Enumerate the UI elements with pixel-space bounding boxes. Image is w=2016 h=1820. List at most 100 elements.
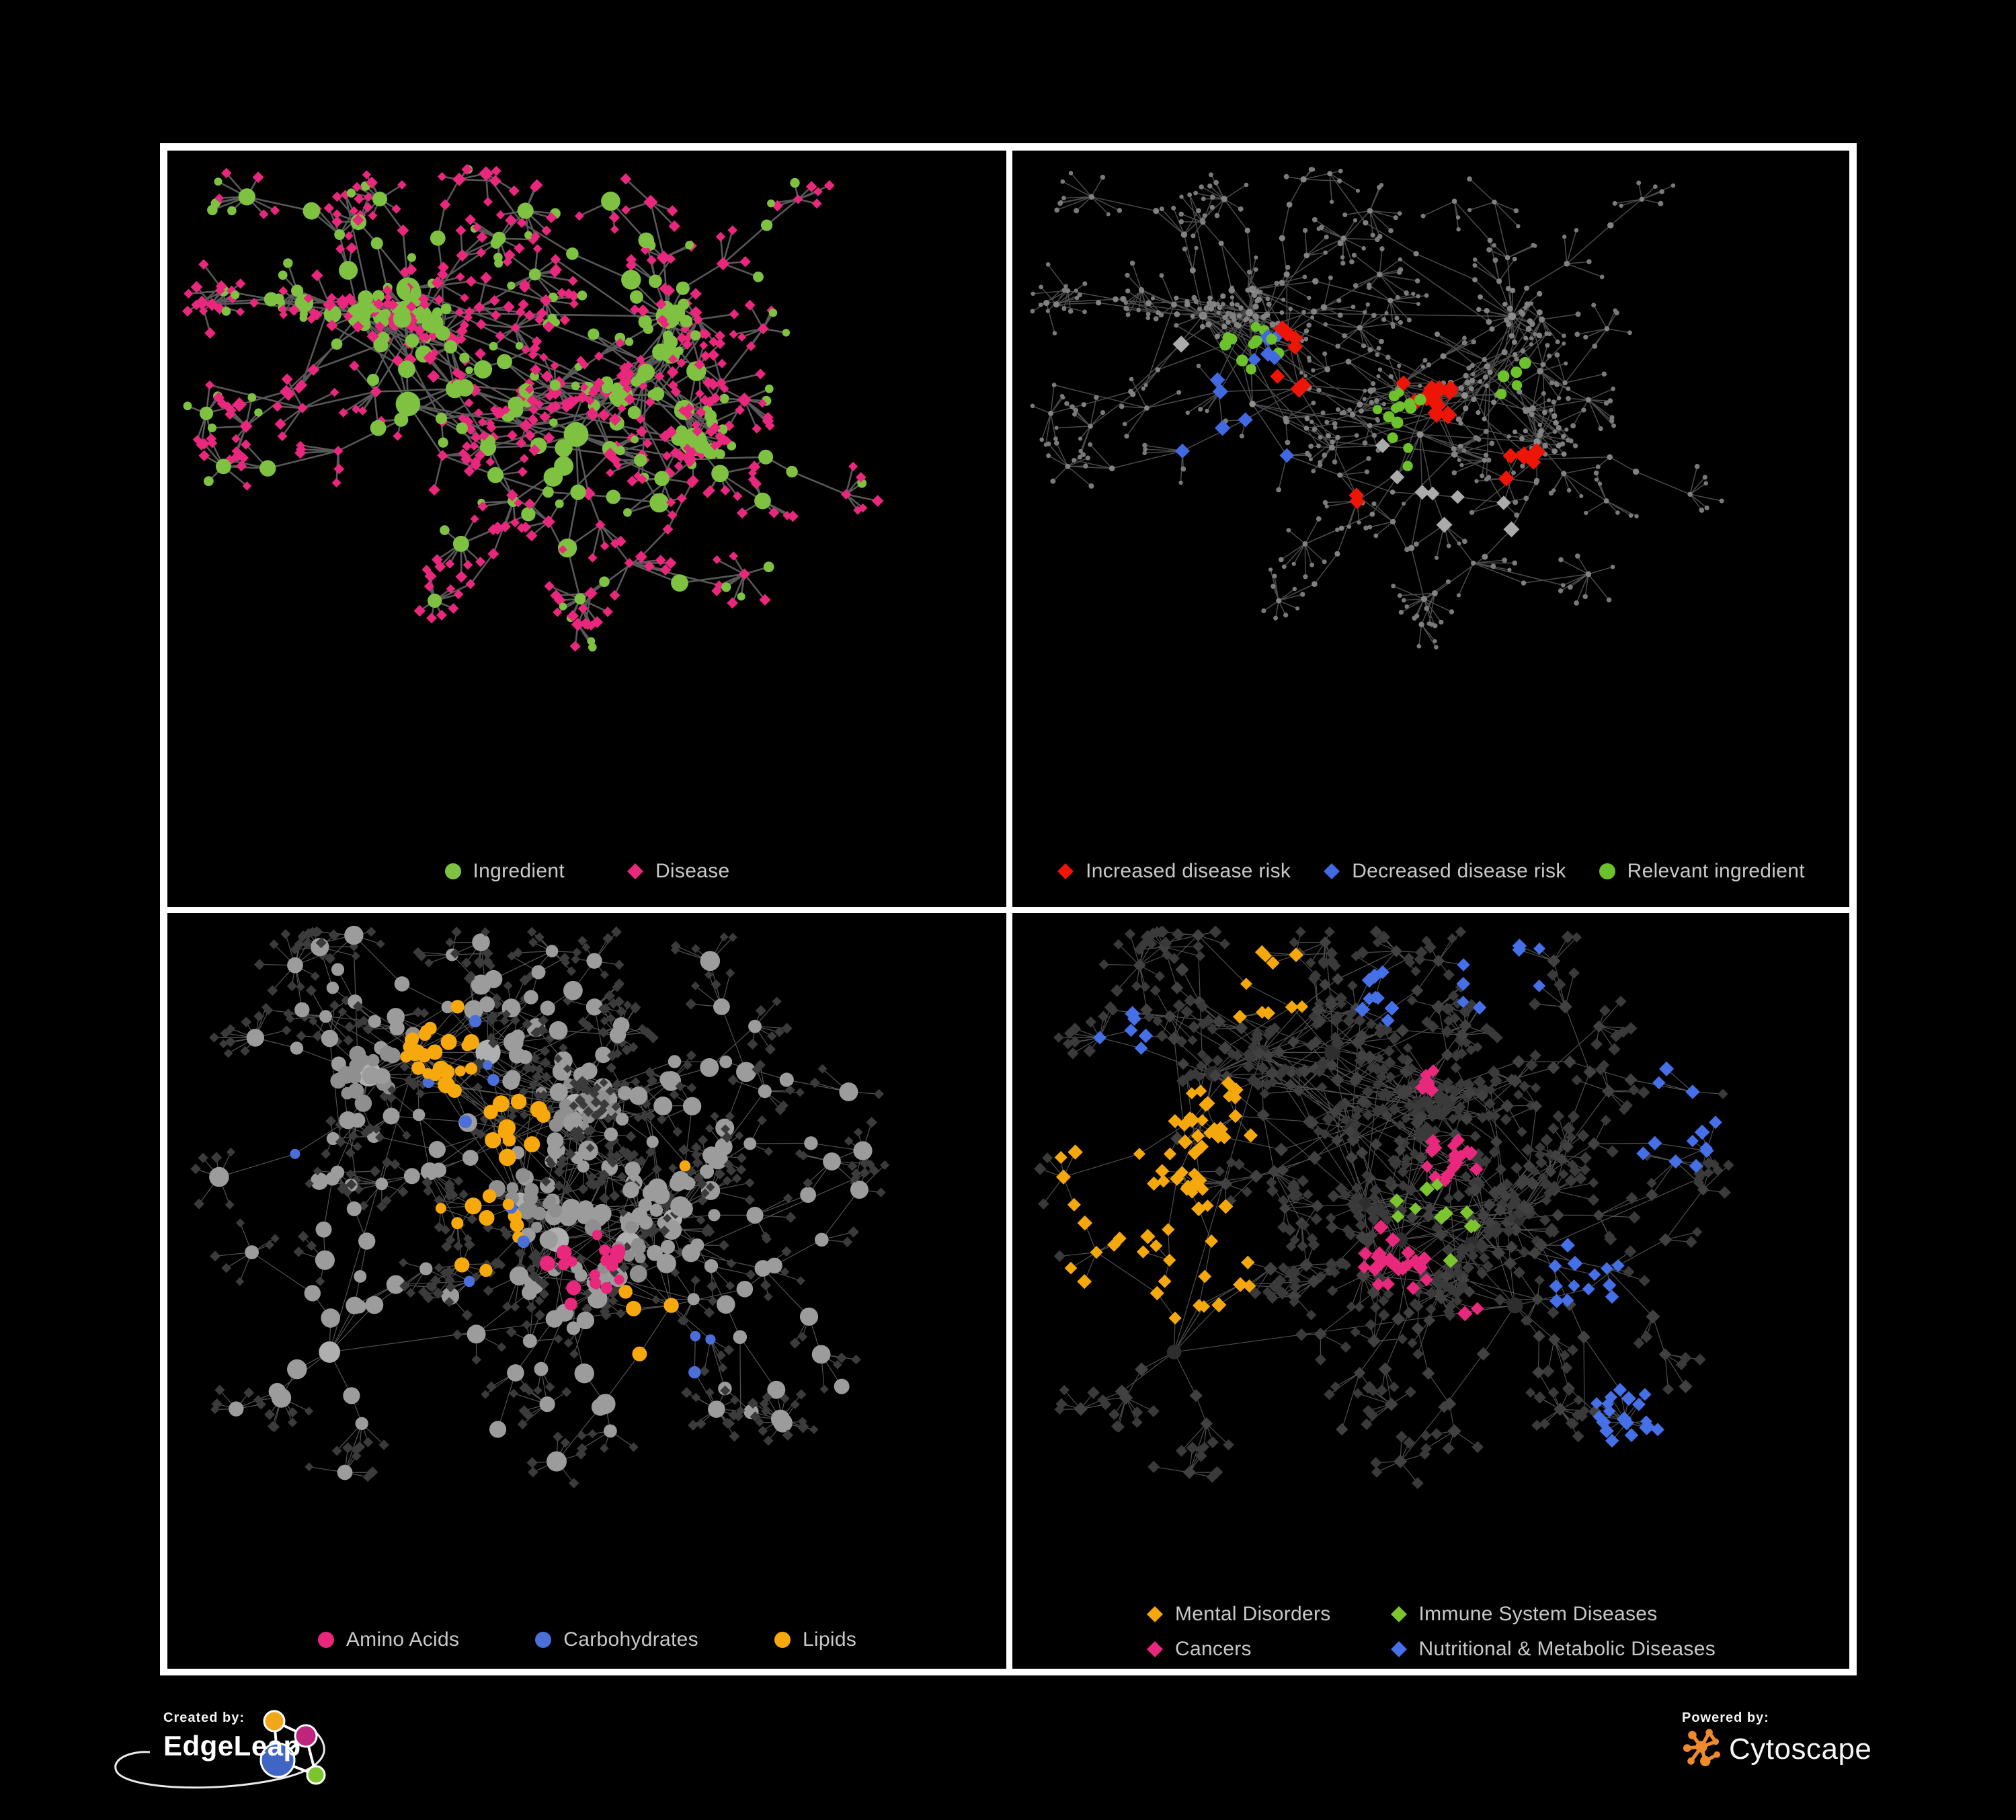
node-circle bbox=[1202, 213, 1207, 218]
node-diamond bbox=[1495, 1163, 1506, 1175]
node-diamond bbox=[601, 1310, 612, 1320]
node-diamond bbox=[608, 212, 620, 223]
node-diamond bbox=[532, 1027, 542, 1038]
node-diamond bbox=[1085, 1016, 1096, 1028]
node-diamond bbox=[576, 356, 586, 365]
node-circle bbox=[1159, 273, 1164, 278]
node-diamond bbox=[314, 927, 323, 937]
node-diamond bbox=[1426, 1105, 1439, 1118]
highlight-node-diamond bbox=[1127, 1011, 1141, 1026]
node-circle bbox=[574, 593, 586, 605]
node-circle bbox=[1366, 456, 1371, 461]
node-diamond bbox=[711, 979, 721, 990]
node-diamond bbox=[539, 352, 549, 362]
node-diamond bbox=[1305, 1310, 1317, 1320]
node-diamond bbox=[364, 1123, 376, 1134]
node-diamond bbox=[397, 224, 409, 237]
node-circle bbox=[1390, 518, 1396, 525]
node-circle bbox=[1244, 316, 1250, 322]
node-diamond bbox=[337, 300, 348, 309]
node-circle bbox=[1365, 302, 1370, 307]
node-diamond bbox=[666, 254, 676, 264]
node-diamond bbox=[763, 1435, 774, 1446]
node-diamond bbox=[443, 1266, 454, 1277]
node-diamond bbox=[1558, 1169, 1569, 1179]
node-diamond bbox=[630, 1002, 641, 1013]
node-circle bbox=[339, 261, 358, 280]
node-diamond bbox=[712, 555, 721, 564]
node-circle bbox=[711, 465, 729, 483]
highlight-node-circle bbox=[420, 1025, 432, 1037]
node-circle bbox=[1324, 420, 1330, 425]
node-diamond bbox=[707, 379, 719, 391]
node-diamond bbox=[774, 1027, 784, 1037]
node-diamond bbox=[506, 489, 518, 502]
node-circle bbox=[643, 323, 653, 334]
node-diamond bbox=[873, 1089, 884, 1099]
node-diamond bbox=[475, 319, 487, 330]
node-circle bbox=[1523, 496, 1529, 502]
node-diamond bbox=[1187, 1021, 1201, 1033]
highlight-node-circle bbox=[400, 1051, 412, 1063]
node-diamond bbox=[1156, 925, 1169, 939]
node-diamond bbox=[687, 475, 699, 487]
node-diamond bbox=[581, 943, 591, 952]
node-circle bbox=[1377, 367, 1383, 372]
node-diamond bbox=[1548, 1333, 1561, 1346]
node-circle bbox=[1193, 299, 1199, 305]
node-diamond bbox=[1443, 1193, 1454, 1203]
node-diamond bbox=[1383, 1289, 1394, 1300]
node-diamond bbox=[1135, 1362, 1149, 1376]
node-diamond bbox=[1394, 1134, 1406, 1147]
node-diamond bbox=[491, 165, 501, 176]
node-circle bbox=[1468, 386, 1474, 391]
node-diamond bbox=[1288, 1273, 1301, 1287]
node-diamond bbox=[434, 1263, 444, 1273]
node-diamond bbox=[651, 1295, 661, 1304]
node-diamond bbox=[729, 309, 739, 319]
node-circle bbox=[1077, 454, 1083, 460]
node-diamond bbox=[684, 403, 694, 414]
node-diamond bbox=[717, 358, 727, 368]
node-diamond bbox=[676, 358, 686, 368]
node-diamond bbox=[659, 282, 671, 294]
node-diamond bbox=[1551, 1209, 1564, 1222]
node-diamond bbox=[509, 1388, 519, 1398]
node-circle bbox=[1214, 333, 1220, 340]
node-diamond bbox=[704, 485, 715, 496]
highlight-node-circle bbox=[592, 1230, 602, 1240]
node-circle bbox=[1337, 472, 1343, 478]
node-circle bbox=[1562, 341, 1566, 346]
node-circle bbox=[1187, 192, 1193, 198]
node-circle bbox=[1486, 457, 1492, 463]
highlight-node-diamond bbox=[1502, 448, 1519, 464]
node-circle bbox=[708, 1400, 725, 1418]
node-diamond bbox=[617, 403, 627, 413]
node-circle bbox=[1537, 290, 1543, 297]
node-diamond bbox=[372, 298, 385, 310]
node-circle bbox=[231, 290, 240, 300]
node-diamond bbox=[1396, 1024, 1410, 1037]
node-diamond bbox=[1160, 937, 1172, 949]
node-circle bbox=[599, 576, 610, 587]
node-diamond bbox=[1545, 1166, 1557, 1178]
highlight-node-diamond bbox=[1549, 1279, 1563, 1294]
node-circle bbox=[441, 1000, 454, 1014]
node-diamond bbox=[662, 524, 674, 535]
node-diamond bbox=[542, 432, 555, 444]
node-diamond bbox=[184, 288, 194, 299]
node-circle bbox=[1514, 356, 1519, 362]
node-diamond bbox=[736, 1152, 747, 1163]
node-circle bbox=[1364, 469, 1370, 475]
node-circle bbox=[1156, 310, 1161, 315]
node-diamond bbox=[264, 1240, 274, 1250]
node-circle bbox=[1544, 331, 1549, 336]
node-circle bbox=[321, 1308, 340, 1328]
node-diamond bbox=[326, 319, 338, 331]
node-diamond bbox=[1547, 1306, 1560, 1319]
node-circle bbox=[487, 467, 503, 483]
node-diamond bbox=[603, 447, 617, 461]
node-circle bbox=[356, 1054, 370, 1066]
node-circle bbox=[1252, 303, 1259, 310]
node-diamond bbox=[635, 551, 647, 563]
